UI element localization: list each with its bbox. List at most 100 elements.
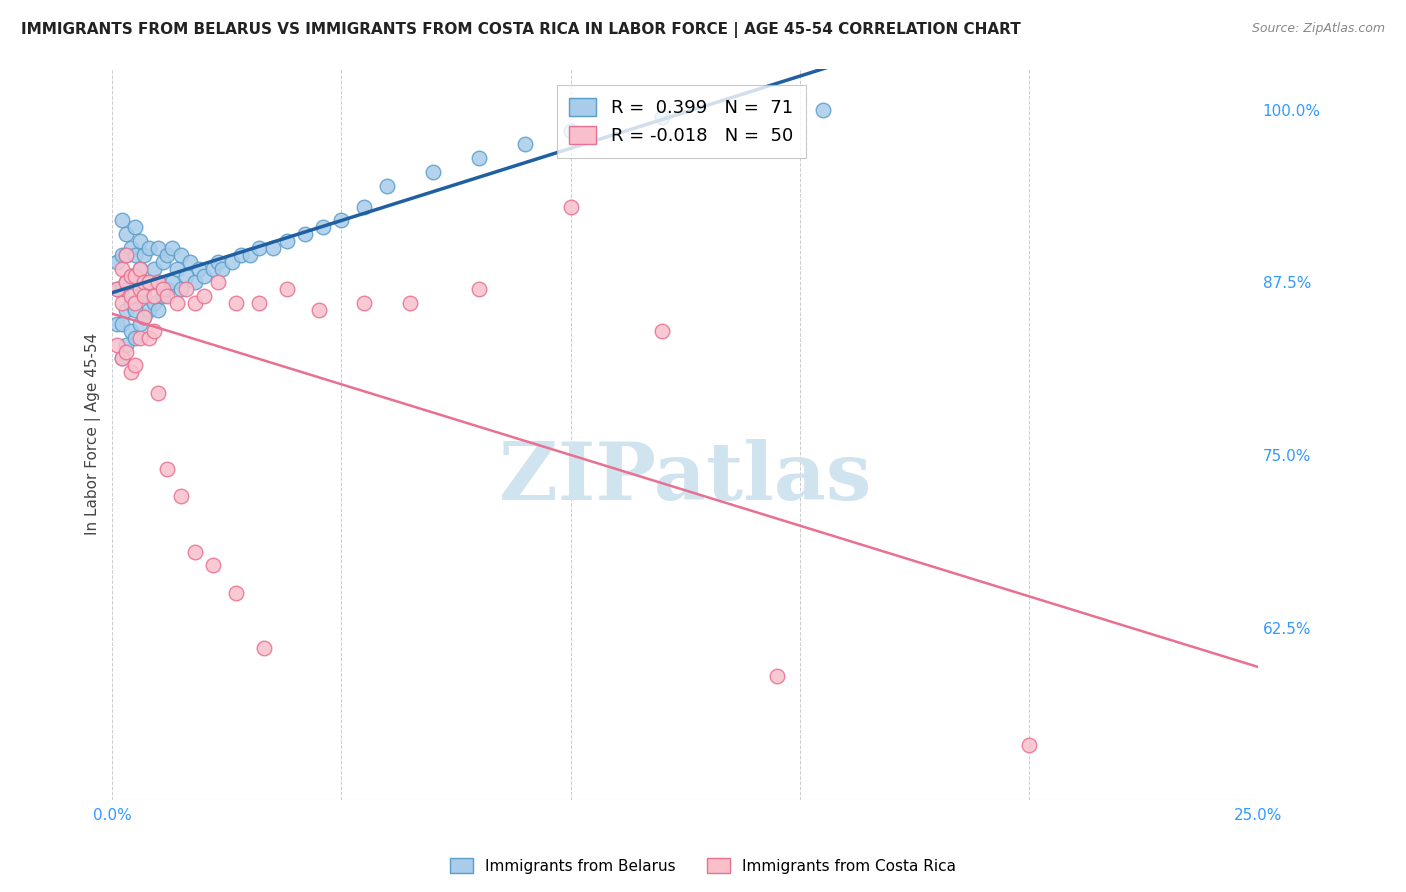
Point: [129, 261, 152, 276]
Point: [110, 282, 132, 296]
Point: [811, 103, 834, 117]
Point: [422, 165, 444, 179]
Point: [207, 254, 229, 268]
Point: [134, 282, 156, 296]
Point: [124, 268, 146, 283]
Point: [115, 248, 138, 262]
Point: [152, 289, 174, 303]
Point: [120, 268, 142, 283]
Point: [134, 248, 156, 262]
Point: [229, 248, 252, 262]
Point: [110, 248, 132, 262]
Point: [148, 303, 170, 318]
Legend: R =  0.399   N =  71, R = -0.018   N =  50: R = 0.399 N = 71, R = -0.018 N = 50: [557, 85, 806, 158]
Point: [170, 490, 193, 504]
Point: [110, 317, 132, 331]
Point: [142, 296, 165, 310]
Point: [120, 268, 142, 283]
Point: [160, 241, 183, 255]
Point: [560, 200, 582, 214]
Point: [247, 241, 270, 255]
Point: [110, 296, 132, 310]
Point: [202, 261, 225, 276]
Point: [148, 385, 170, 400]
Text: Source: ZipAtlas.com: Source: ZipAtlas.com: [1251, 22, 1385, 36]
Point: [124, 248, 146, 262]
Point: [276, 234, 298, 248]
Point: [247, 296, 270, 310]
Point: [138, 303, 160, 318]
Point: [513, 137, 536, 152]
Point: [129, 289, 152, 303]
Point: [124, 303, 146, 318]
Point: [129, 317, 152, 331]
Point: [115, 276, 138, 290]
Point: [193, 289, 215, 303]
Point: [115, 303, 138, 318]
Point: [129, 282, 152, 296]
Point: [239, 248, 262, 262]
Point: [138, 241, 160, 255]
Point: [276, 282, 298, 296]
Legend: Immigrants from Belarus, Immigrants from Costa Rica: Immigrants from Belarus, Immigrants from…: [444, 852, 962, 880]
Point: [129, 261, 152, 276]
Point: [312, 220, 335, 235]
Point: [156, 282, 179, 296]
Point: [124, 331, 146, 345]
Point: [184, 276, 207, 290]
Point: [225, 586, 247, 600]
Point: [399, 296, 422, 310]
Y-axis label: In Labor Force | Age 45-54: In Labor Force | Age 45-54: [86, 334, 101, 535]
Point: [156, 289, 179, 303]
Point: [134, 276, 156, 290]
Point: [134, 310, 156, 324]
Point: [166, 296, 188, 310]
Point: [184, 296, 207, 310]
Point: [651, 110, 673, 124]
Point: [174, 268, 197, 283]
Point: [129, 234, 152, 248]
Point: [134, 310, 156, 324]
Point: [115, 248, 138, 262]
Point: [560, 123, 582, 137]
Point: [110, 261, 132, 276]
Point: [184, 544, 207, 558]
Point: [179, 254, 201, 268]
Point: [188, 261, 211, 276]
Text: IMMIGRANTS FROM BELARUS VS IMMIGRANTS FROM COSTA RICA IN LABOR FORCE | AGE 45-54: IMMIGRANTS FROM BELARUS VS IMMIGRANTS FR…: [21, 22, 1021, 38]
Point: [105, 317, 128, 331]
Point: [211, 261, 233, 276]
Point: [105, 282, 128, 296]
Point: [105, 254, 128, 268]
Point: [202, 558, 225, 573]
Point: [353, 200, 375, 214]
Point: [152, 282, 174, 296]
Point: [765, 669, 787, 683]
Point: [160, 276, 183, 290]
Point: [193, 268, 215, 283]
Point: [148, 241, 170, 255]
Point: [170, 282, 193, 296]
Point: [262, 241, 284, 255]
Point: [152, 254, 174, 268]
Text: ZIPatlas: ZIPatlas: [499, 439, 872, 517]
Point: [105, 337, 128, 351]
Point: [225, 296, 247, 310]
Point: [468, 151, 491, 165]
Point: [134, 289, 156, 303]
Point: [148, 276, 170, 290]
Point: [115, 337, 138, 351]
Point: [651, 324, 673, 338]
Point: [468, 282, 491, 296]
Point: [129, 331, 152, 345]
Point: [124, 359, 146, 373]
Point: [156, 462, 179, 476]
Point: [308, 303, 330, 318]
Point: [294, 227, 316, 242]
Point: [375, 178, 398, 193]
Point: [174, 282, 197, 296]
Point: [138, 331, 160, 345]
Point: [120, 296, 142, 310]
Point: [124, 296, 146, 310]
Point: [221, 254, 243, 268]
